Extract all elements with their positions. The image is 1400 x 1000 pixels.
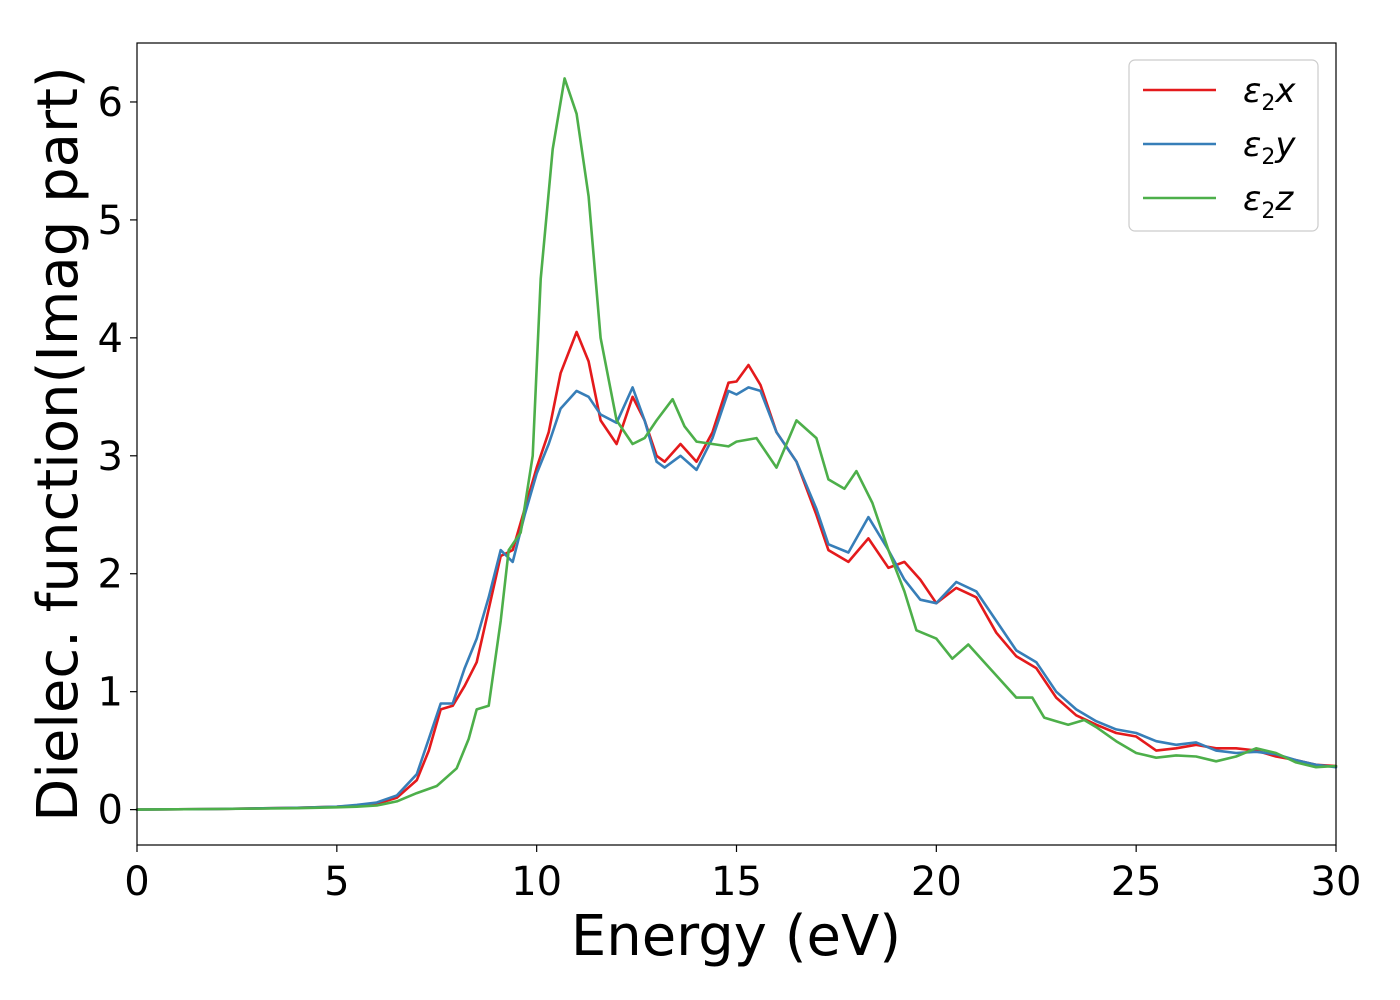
y-tick-label: 6 xyxy=(98,80,123,126)
legend-label-x: ε2x xyxy=(1243,71,1296,116)
x-axis-title: Energy (eV) xyxy=(571,904,901,969)
y-tick-label: 0 xyxy=(98,788,123,834)
y-axis-title: Dielec. function(Imag part) xyxy=(26,66,91,822)
x-tick-label: 25 xyxy=(1111,859,1162,905)
legend-label-z: ε2z xyxy=(1243,179,1294,224)
legend-label-y: ε2y xyxy=(1243,125,1296,170)
x-tick-label: 5 xyxy=(324,859,349,905)
y-tick-label: 5 xyxy=(98,198,123,244)
x-axis: 0 5 10 15 20 25 30 xyxy=(124,845,1361,905)
x-tick-label: 0 xyxy=(124,859,149,905)
y-tick-label: 2 xyxy=(98,552,123,598)
y-tick-label: 1 xyxy=(98,670,123,716)
legend-box xyxy=(1128,59,1319,232)
series-line-z xyxy=(135,77,1338,811)
y-axis: 0 1 2 3 4 5 6 xyxy=(98,80,137,834)
y-tick-label: 4 xyxy=(98,316,123,362)
x-tick-label: 20 xyxy=(911,859,962,905)
x-tick-label: 10 xyxy=(511,859,562,905)
x-tick-label: 30 xyxy=(1311,859,1362,905)
legend: ε2x ε2y ε2z xyxy=(1128,59,1319,232)
series-line-x xyxy=(135,330,1338,811)
series-line-y xyxy=(135,386,1338,811)
y-tick-label: 3 xyxy=(98,434,123,480)
plot-area xyxy=(135,77,1338,811)
x-tick-label: 15 xyxy=(711,859,762,905)
